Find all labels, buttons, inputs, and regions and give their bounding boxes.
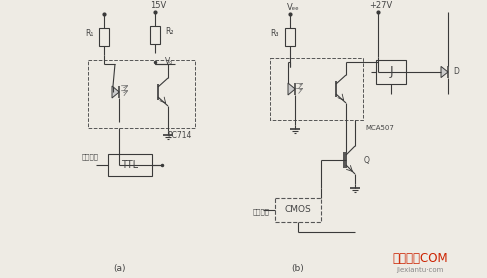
Bar xyxy=(88,60,195,128)
Text: jiexiantu·com: jiexiantu·com xyxy=(396,267,444,273)
Text: (a): (a) xyxy=(114,264,126,272)
Text: (b): (b) xyxy=(292,264,304,272)
Bar xyxy=(108,154,152,176)
Bar xyxy=(275,198,321,222)
Text: PC714: PC714 xyxy=(168,131,192,140)
Text: R₁: R₁ xyxy=(86,29,94,38)
Polygon shape xyxy=(112,86,119,98)
Text: TTL: TTL xyxy=(121,160,139,170)
Polygon shape xyxy=(441,66,448,78)
Text: Q: Q xyxy=(364,155,370,165)
Text: MCA507: MCA507 xyxy=(365,125,394,131)
Text: Vₒ: Vₒ xyxy=(165,58,173,66)
Text: R₃: R₃ xyxy=(270,29,279,38)
Text: CMOS: CMOS xyxy=(284,205,311,215)
Text: 控制输入: 控制输入 xyxy=(82,154,99,160)
Bar xyxy=(376,60,406,84)
Text: J: J xyxy=(389,66,393,78)
Bar xyxy=(99,28,109,46)
Bar xyxy=(285,28,295,46)
Bar xyxy=(270,58,363,120)
Text: 控制输入: 控制输入 xyxy=(253,209,270,215)
Bar xyxy=(150,26,160,44)
Text: 15V: 15V xyxy=(150,1,166,11)
Text: +27V: +27V xyxy=(369,1,393,11)
Polygon shape xyxy=(288,83,295,95)
Text: 接线图．COM: 接线图．COM xyxy=(392,252,448,264)
Text: Vₑₑ: Vₑₑ xyxy=(287,4,300,13)
Text: D: D xyxy=(453,68,459,76)
Text: R₂: R₂ xyxy=(165,26,173,36)
